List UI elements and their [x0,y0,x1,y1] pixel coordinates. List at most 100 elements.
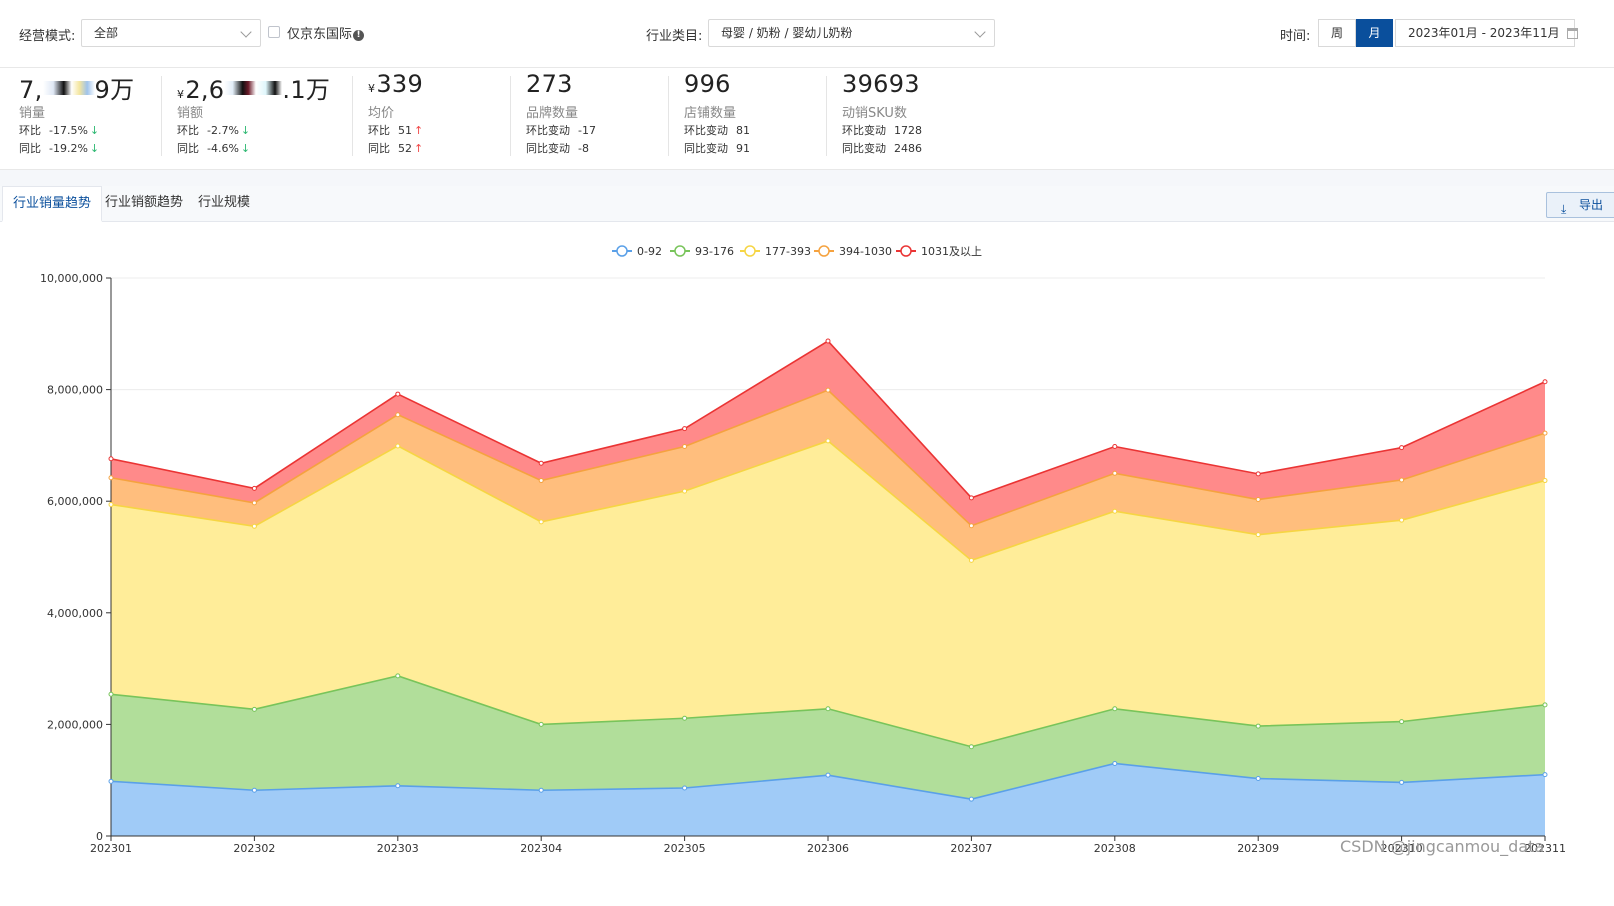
date-range-picker[interactable]: 2023年01月 - 2023年11月 [1395,19,1578,47]
mode-select-value: 全部 [94,26,119,40]
data-point [968,523,974,529]
data-point [251,485,257,491]
chevron-down-icon [974,26,986,38]
kpi-bar: 7, 9万 销量 环比 -17.5% ↓ 同比 -19.2% ↓ ¥2,6.1万 销额 环… [0,68,1614,170]
data-point [538,519,544,525]
kpi-mom: 环比 51 ↑ [368,124,424,137]
jd-intl-option[interactable]: 仅京东国际! [287,23,365,42]
data-point [108,778,114,784]
data-point [1399,477,1405,483]
data-point [1255,776,1261,782]
kpi-yoy: 同比 52 ↑ [368,142,424,155]
kpi-label: 销额 [177,106,204,121]
x-tick-label: 202303 [377,842,419,855]
data-point [538,721,544,727]
data-point [1399,719,1405,725]
x-tick-label: 202308 [1094,842,1136,855]
x-tick-label: 202305 [664,842,706,855]
data-point [825,338,831,344]
category-select[interactable]: 母婴 / 奶粉 / 婴幼儿奶粉 [708,19,995,47]
data-point [395,412,401,418]
x-tick-label: 202310 [1381,842,1423,855]
legend-label-1031及以上: 1031及以上 [921,245,982,258]
legend-label-394-1030: 394-1030 [839,245,892,258]
area-177-393 [111,440,1545,747]
kpi-yoy: 同比 -4.6% ↓ [177,142,251,155]
kpi-value: ¥2,6.1万 [177,76,331,104]
data-point [251,706,257,712]
jd-intl-checkbox[interactable] [268,26,280,38]
data-point [682,785,688,791]
filter-bar: 经营模式: 全部 仅京东国际! 行业类目: 母婴 / 奶粉 / 婴幼儿奶粉 时间… [0,0,1614,68]
data-point [825,387,831,393]
divider [510,76,511,156]
tab-bar: 行业销量趋势 行业销额趋势 行业规模 ⤓ 导出 [0,186,1614,222]
data-point [1255,723,1261,729]
category-label: 行业类目: [646,29,703,44]
data-point [1399,517,1405,523]
y-tick-label: 0 [96,830,103,843]
kpi-sales-volume: 7, 9万 销量 环比 -17.5% ↓ 同比 -19.2% ↓ [19,70,159,156]
week-toggle[interactable]: 周 [1318,19,1356,47]
data-point [682,444,688,450]
kpi-yoy: 同比变动 2486 [842,142,922,155]
data-point [1255,497,1261,503]
legend-marker-394-1030 [818,245,830,257]
data-point [1399,445,1405,451]
chart-panel: 行业销量趋势 行业销额趋势 行业规模 ⤓ 导出 0-92 93-176 177-39… [0,186,1614,906]
data-point [825,706,831,712]
chart-marks [108,338,1548,802]
divider [668,76,669,156]
kpi-mom: 环比变动 1728 [842,124,922,137]
mode-select[interactable]: 全部 [81,19,261,47]
y-tick-label: 8,000,000 [47,384,103,397]
area-93-176 [111,675,1545,800]
kpi-label: 品牌数量 [526,106,579,121]
info-icon[interactable]: ! [353,30,365,41]
data-point [1112,470,1118,476]
data-point [538,460,544,466]
arrow-down-icon: ↓ [89,142,100,155]
kpi-label: 动销SKU数 [842,106,907,121]
kpi-mom: 环比 -17.5% ↓ [19,124,100,137]
data-point [825,438,831,444]
data-point [825,772,831,778]
export-button[interactable]: ⤓ 导出 [1546,192,1614,218]
tab-amount-trend[interactable]: 行业销额趋势 [105,195,184,210]
kpi-mom: 环比 -2.7% ↓ [177,124,251,137]
data-point [538,787,544,793]
data-point [1112,706,1118,712]
kpi-value: 273 [526,70,573,98]
arrow-up-icon: ↑ [414,142,424,155]
kpi-value: 39693 [842,70,920,98]
y-tick-label: 4,000,000 [47,607,103,620]
data-point [1542,379,1548,385]
area-1031及以上 [111,341,1545,526]
export-label: 导出 [1579,198,1604,212]
data-point [968,796,974,802]
area-394-1030 [111,390,1545,561]
kpi-mom: 环比变动 -17 [526,124,596,137]
x-tick-label: 202302 [233,842,275,855]
data-point [395,443,401,449]
x-tick-label: 202304 [520,842,562,855]
stacked-area-chart: 0-92 93-176 177-393 394-1030 1031及以上 0 2,000,… [40,245,1566,857]
x-tick-label: 202309 [1237,842,1279,855]
tab-scale[interactable]: 行业规模 [198,195,251,210]
kpi-label: 均价 [368,106,395,121]
tab-volume-trend[interactable]: 行业销量趋势 [2,186,103,222]
mode-label: 经营模式: [19,29,76,44]
arrow-down-icon: ↓ [89,124,100,137]
data-point [968,557,974,563]
y-tick-label: 6,000,000 [47,495,103,508]
arrow-down-icon: ↓ [240,124,251,137]
data-point [395,783,401,789]
kpi-label: 销量 [19,106,46,121]
divider [352,76,353,156]
data-point [1542,702,1548,708]
kpi-sales-amount: ¥2,6.1万 销额 环比 -2.7% ↓ 同比 -4.6% ↓ [161,70,342,156]
month-toggle[interactable]: 月 [1356,19,1393,47]
data-point [1112,760,1118,766]
legend-label-93-176: 93-176 [695,245,734,258]
x-tick-label: 202311 [1524,842,1566,855]
